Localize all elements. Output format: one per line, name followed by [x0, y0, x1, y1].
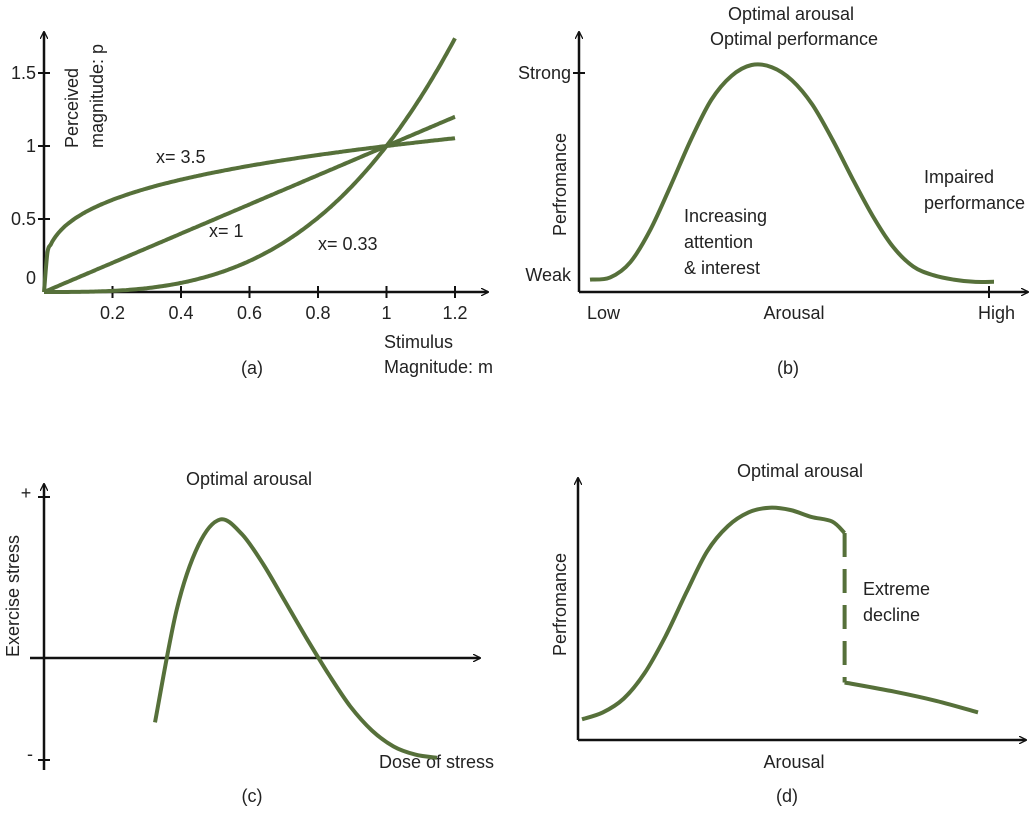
panel-a-xtick-label: 1.2	[442, 303, 467, 323]
panel-a-xtick-label: 0.6	[237, 303, 262, 323]
panel-b-annotation-left-1: Increasing	[684, 206, 767, 226]
panel-c-ylabel: Exercise stress	[3, 535, 23, 657]
panel-b-curve	[589, 62, 995, 284]
panel-b-ytick-label-strong: Strong	[518, 63, 571, 83]
panel-a-series-label-1: x= 3.5	[156, 147, 206, 167]
panel-a-series-label-3: x= 0.33	[318, 234, 378, 254]
panel-b-annotation-left-2: attention	[684, 232, 753, 252]
panel-d-xlabel: Arousal	[763, 752, 824, 772]
panel-b-annotation-right-1: Impaired	[924, 167, 994, 187]
panel-a-ylabel-line1: Perceived	[62, 68, 82, 148]
panel-d: Perfromance Arousal Optimal arousal Extr…	[550, 461, 1026, 806]
panel-a-ylabel-line2: magnitude: p	[87, 44, 107, 148]
panel-b-label: (b)	[777, 358, 799, 378]
panel-c-title: Optimal arousal	[186, 469, 312, 489]
panel-b-title-line2: Optimal performance	[710, 29, 878, 49]
panel-d-label: (d)	[776, 786, 798, 806]
panel-b-xlabel: Arousal	[763, 303, 824, 323]
panel-c-ytick-label-plus: +	[21, 483, 32, 503]
panel-a-series-label-2: x= 1	[209, 221, 244, 241]
panel-c-curve	[153, 517, 438, 760]
panel-b: Strong Weak Low High Arousal Perfromance…	[518, 4, 1028, 378]
panel-d-curve-rise	[581, 505, 847, 722]
panel-a-xlabel-line2: Magnitude: m	[384, 357, 493, 377]
panel-d-ylabel: Perfromance	[550, 553, 570, 656]
panel-d-annotation-line2: decline	[863, 605, 920, 625]
panel-a-xtick-label: 0.8	[305, 303, 330, 323]
panel-a-curve-1	[42, 136, 456, 293]
panel-a-ytick-label: 0.5	[11, 209, 36, 229]
panel-b-title-line1: Optimal arousal	[728, 4, 854, 24]
panel-d-title: Optimal arousal	[737, 461, 863, 481]
panel-a-xtick-label: 0.4	[168, 303, 193, 323]
panel-a-xtick-label: 0.2	[100, 303, 125, 323]
panel-b-xtick-label-low: Low	[587, 303, 621, 323]
panel-d-curve-decline	[844, 680, 979, 715]
panel-b-annotation-right-2: performance	[924, 193, 1025, 213]
panel-a: 0.2 0.4 0.6 0.8 1 1.2 0 0.5 1 1.5 Perceived magni…	[11, 32, 493, 378]
panel-a-xtick-label: 1	[381, 303, 391, 323]
panel-a-ytick-label: 0	[26, 268, 36, 288]
panel-b-annotation-left-3: & interest	[684, 258, 760, 278]
panel-a-ytick-label: 1	[26, 136, 36, 156]
panel-b-ytick-label-weak: Weak	[525, 265, 572, 285]
panel-a-xlabel-line1: Stimulus	[384, 332, 453, 352]
panel-d-annotation-line1: Extreme	[863, 579, 930, 599]
panel-c: + - Exercise stress Dose of stress Optim…	[3, 469, 494, 806]
panel-a-label: (a)	[241, 358, 263, 378]
panel-c-ytick-label-minus: -	[27, 744, 33, 764]
panel-b-xtick-label-high: High	[978, 303, 1015, 323]
panel-b-ylabel: Perfromance	[550, 133, 570, 236]
panel-c-label: (c)	[242, 786, 263, 806]
panel-a-ytick-label: 1.5	[11, 63, 36, 83]
panel-c-xlabel: Dose of stress	[379, 752, 494, 772]
panel-a-curve-3	[44, 37, 457, 294]
